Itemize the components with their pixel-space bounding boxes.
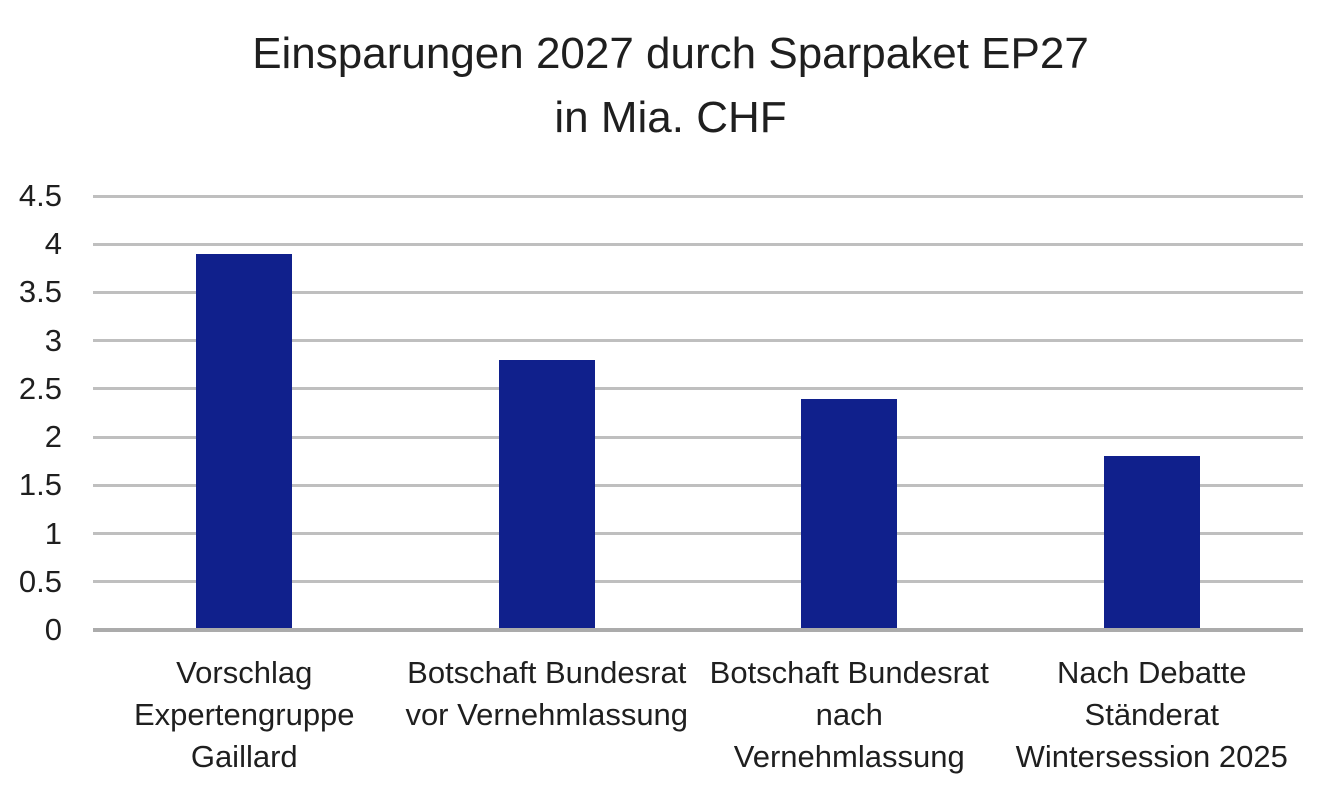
gridline	[93, 339, 1303, 343]
bar	[498, 359, 595, 630]
bar	[801, 398, 898, 630]
y-axis: 0 0.5 1 1.5 2 2.5 3 3.5 4 4.5	[0, 0, 62, 791]
x-category-label-line: Botschaft Bundesrat	[407, 655, 687, 690]
y-tick-label: 3.5	[18, 274, 62, 310]
x-category-label-line: vor Vernehmlassung	[405, 697, 689, 732]
x-category-label-line: Gaillard	[190, 739, 298, 774]
bar	[1103, 456, 1200, 630]
x-category-label-line: nach Vernehmlassung	[733, 697, 965, 774]
x-category-label-line: Wintersession 2025	[1015, 739, 1288, 774]
x-axis-line	[93, 628, 1303, 632]
gridline	[93, 532, 1303, 536]
chart-title-line2: in Mia. CHF	[554, 93, 787, 142]
gridline	[93, 387, 1303, 391]
bar	[196, 253, 293, 630]
gridline	[93, 580, 1303, 584]
x-category-label: Botschaft Bundesrat nach Vernehmlassung	[698, 652, 1001, 778]
x-category-label-line: Botschaft Bundesrat	[709, 655, 989, 690]
x-category-label-line: Vorschlag	[176, 655, 313, 690]
x-category-label-line: Ständerat	[1084, 697, 1219, 732]
gridline	[93, 483, 1303, 487]
x-category-label: Nach Debatte Ständerat Wintersession 2025	[1001, 652, 1304, 778]
x-category-label: Botschaft Bundesrat vor Vernehmlassung	[396, 652, 699, 736]
y-tick-label: 0	[44, 612, 62, 647]
y-tick-label: 3	[44, 322, 62, 358]
y-tick-label: 1	[44, 515, 62, 551]
y-tick-label: 1.5	[18, 467, 62, 503]
x-category-label: Vorschlag Expertengruppe Gaillard	[93, 652, 396, 778]
y-tick-label: 2.5	[18, 370, 62, 406]
gridline	[93, 194, 1303, 198]
y-tick-label: 4.5	[18, 178, 62, 213]
gridline	[93, 242, 1303, 246]
x-category-label-line: Nach Debatte	[1056, 655, 1247, 690]
gridline	[93, 290, 1303, 294]
gridline	[93, 435, 1303, 439]
chart-title-line1: Einsparungen 2027 durch Sparpaket EP27	[252, 29, 1089, 78]
y-tick-label: 4	[44, 226, 62, 262]
y-tick-label: 2	[44, 419, 62, 455]
x-axis: Vorschlag Expertengruppe Gaillard Botschaft…	[93, 652, 1303, 791]
y-tick-label: 0.5	[18, 563, 62, 599]
x-category-label-line: Expertengruppe	[133, 697, 355, 732]
plot-area	[93, 194, 1303, 632]
chart-title: Einsparungen 2027 durch Sparpaket EP27 i…	[0, 22, 1341, 150]
